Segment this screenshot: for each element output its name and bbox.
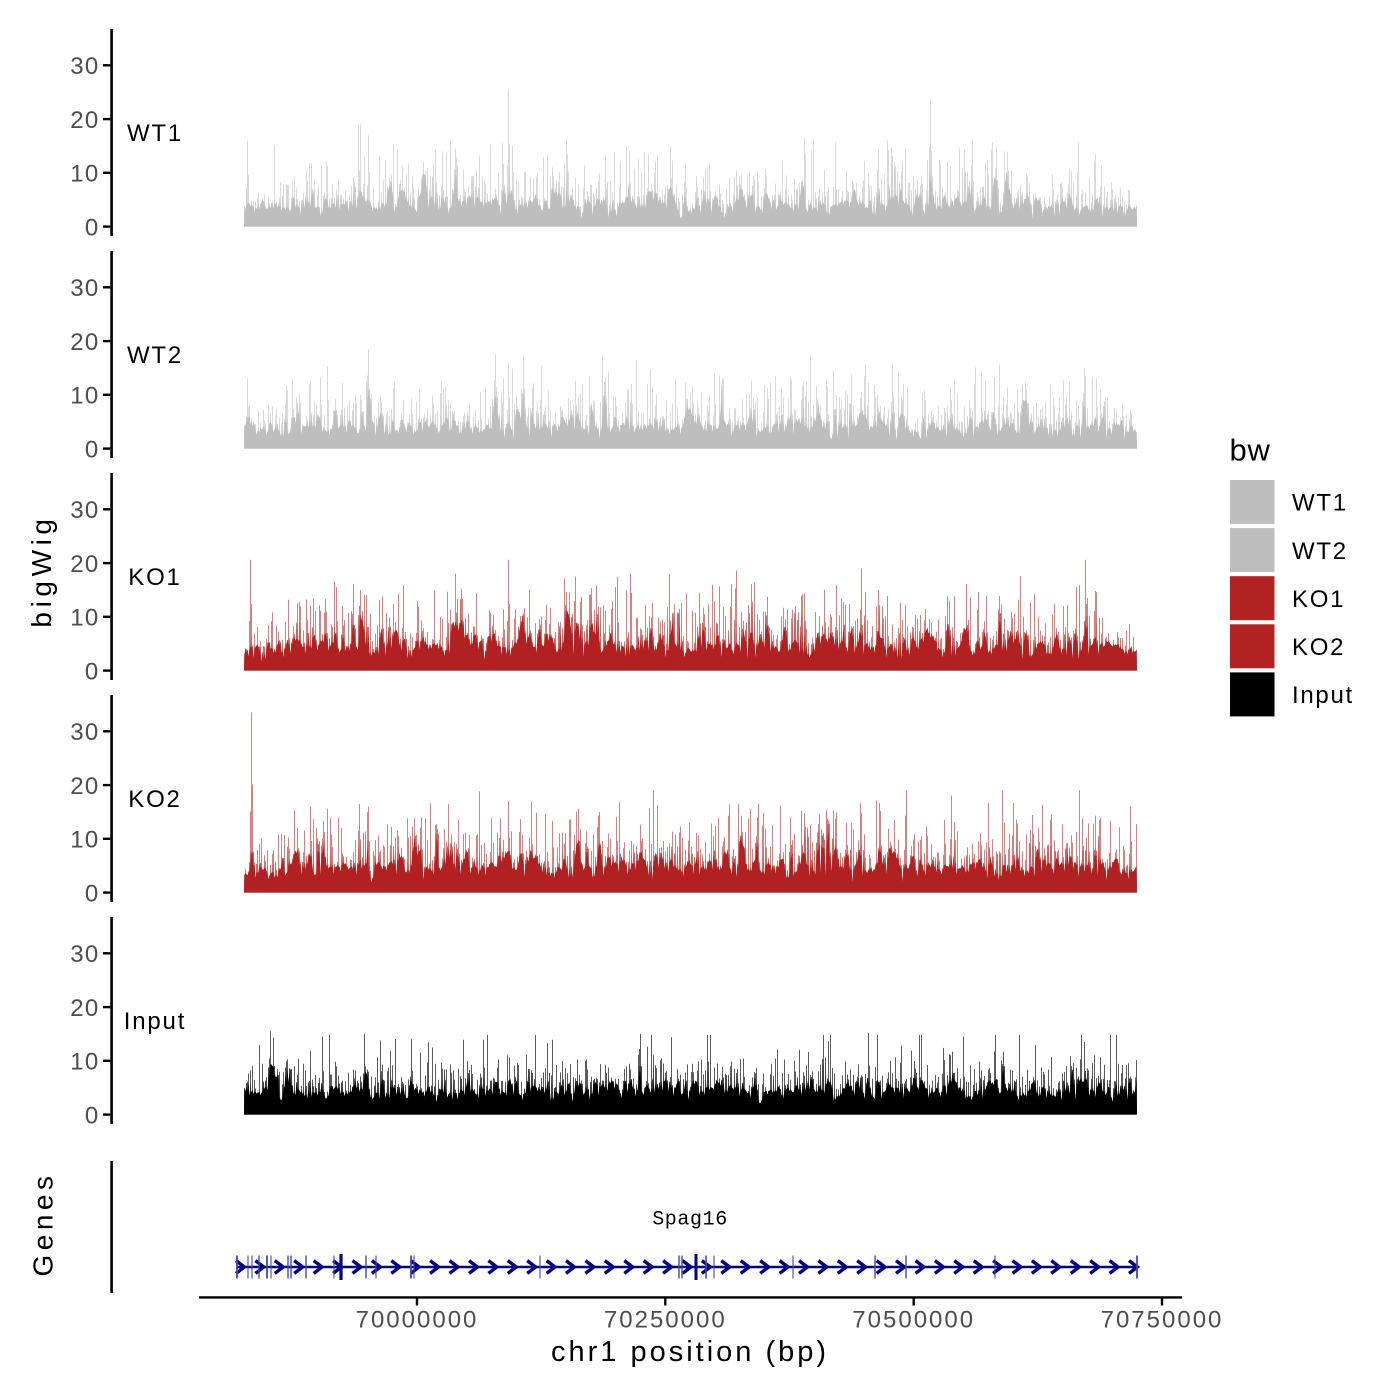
- svg-text:20: 20: [70, 107, 99, 134]
- svg-text:10: 10: [70, 827, 99, 854]
- svg-text:10: 10: [70, 161, 99, 188]
- svg-text:Input: Input: [124, 1008, 186, 1035]
- svg-text:bw: bw: [1230, 433, 1271, 468]
- svg-text:KO1: KO1: [128, 564, 181, 591]
- svg-text:10: 10: [70, 383, 99, 410]
- svg-text:20: 20: [70, 329, 99, 356]
- svg-text:Spag16: Spag16: [652, 1209, 728, 1232]
- svg-text:WT1: WT1: [1292, 490, 1348, 517]
- svg-text:0: 0: [85, 214, 100, 241]
- svg-text:0: 0: [85, 1102, 100, 1129]
- svg-text:0: 0: [85, 658, 100, 685]
- svg-text:WT2: WT2: [1292, 538, 1348, 565]
- svg-text:20: 20: [70, 773, 99, 800]
- svg-text:20: 20: [70, 995, 99, 1022]
- svg-text:30: 30: [70, 275, 99, 302]
- svg-text:70750000: 70750000: [1101, 1307, 1224, 1334]
- svg-text:70000000: 70000000: [356, 1307, 479, 1334]
- svg-text:30: 30: [70, 53, 99, 80]
- svg-text:KO2: KO2: [1292, 634, 1345, 661]
- svg-text:KO1: KO1: [1292, 586, 1345, 613]
- svg-text:Genes: Genes: [28, 1172, 59, 1277]
- svg-text:WT1: WT1: [127, 120, 183, 147]
- svg-text:30: 30: [70, 497, 99, 524]
- svg-text:chr1 position (bp): chr1 position (bp): [551, 1336, 829, 1368]
- svg-text:Input: Input: [1292, 682, 1354, 709]
- svg-text:0: 0: [85, 880, 100, 907]
- svg-text:KO2: KO2: [128, 786, 181, 813]
- svg-text:10: 10: [70, 1049, 99, 1076]
- svg-text:0: 0: [85, 436, 100, 463]
- svg-text:20: 20: [70, 551, 99, 578]
- svg-text:10: 10: [70, 605, 99, 632]
- svg-text:70500000: 70500000: [852, 1307, 975, 1334]
- svg-text:70250000: 70250000: [604, 1307, 727, 1334]
- svg-text:WT2: WT2: [127, 342, 183, 369]
- svg-text:bigWig: bigWig: [26, 514, 57, 627]
- svg-text:30: 30: [70, 941, 99, 968]
- svg-text:30: 30: [70, 719, 99, 746]
